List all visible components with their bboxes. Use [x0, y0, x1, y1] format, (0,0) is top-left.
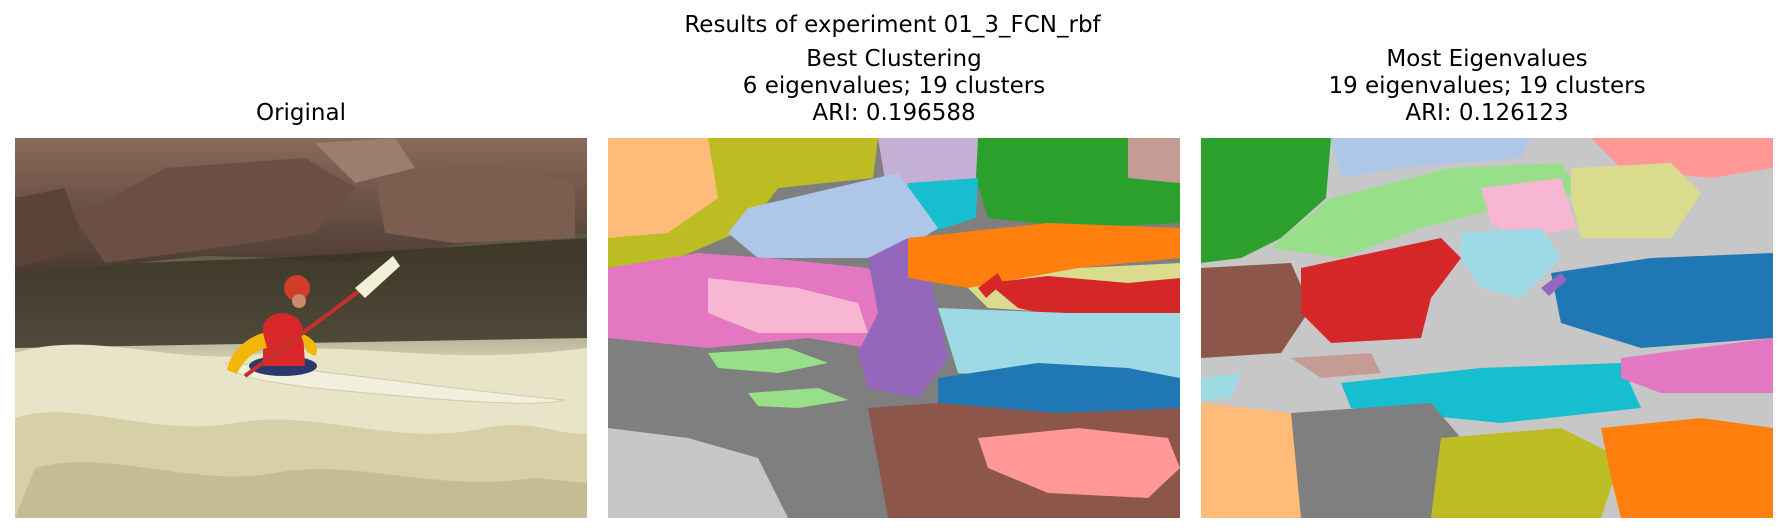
- most-eigenvalues-title-line: Most Eigenvalues: [1386, 46, 1588, 72]
- best-clustering-panel-title: Best Clustering 6 eigenvalues; 19 cluste…: [608, 46, 1180, 127]
- best-clustering-params-line: 6 eigenvalues; 19 clusters: [742, 73, 1046, 99]
- best-clustering-ari-line: ARI: 0.196588: [812, 100, 976, 126]
- most-eigenvalues-panel-title: Most Eigenvalues 19 eigenvalues; 19 clus…: [1201, 46, 1773, 127]
- figure-title: Results of experiment 01_3_FCN_rbf: [684, 12, 1101, 38]
- best-clustering-image: [608, 138, 1180, 518]
- best-clustering-title-line: Best Clustering: [806, 46, 982, 72]
- most-eigenvalues-image: [1201, 138, 1773, 518]
- most-eigenvalues-ari-line: ARI: 0.126123: [1405, 100, 1569, 126]
- best-clustering-segmentation: [608, 138, 1180, 518]
- original-image: [15, 138, 587, 518]
- original-title-line: Original: [255, 100, 346, 126]
- most-eigenvalues-params-line: 19 eigenvalues; 19 clusters: [1328, 73, 1646, 99]
- kayaker-photo: [15, 138, 587, 518]
- original-panel-title: Original: [15, 100, 587, 127]
- most-eigenvalues-segmentation: [1201, 138, 1773, 518]
